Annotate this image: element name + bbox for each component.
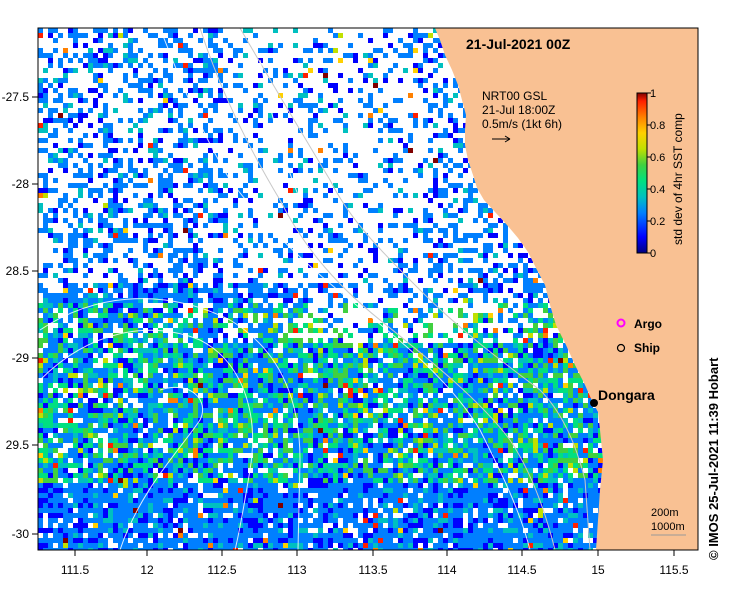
x-tick-label: 114: [437, 563, 456, 577]
x-tick-label: 15: [591, 563, 605, 577]
y-tick-label: 28.5: [6, 264, 30, 278]
y-tick-label: -29: [12, 351, 30, 365]
colorbar-tick-label: 0.6: [650, 152, 665, 164]
x-tick-label: 12: [140, 563, 154, 577]
y-tick-label: -28: [12, 177, 30, 191]
y-tick-label: 29.5: [6, 438, 30, 452]
colorbar-tick-label: 1: [650, 88, 656, 100]
x-tick-label: 112.5: [207, 563, 236, 577]
x-tick-label: 115.5: [659, 563, 688, 577]
y-tick-label: -27.5: [2, 90, 30, 104]
current-info-line3: 0.5m/s (1kt 6h): [482, 117, 562, 131]
credit-text: © IMOS 25-Jul-2021 11:39 Hobart: [706, 358, 721, 561]
depth-legend-200m: 200m: [651, 507, 679, 519]
ship-legend-label: Ship: [634, 341, 660, 355]
colorbar-label: std dev of 4hr SST comp: [671, 113, 685, 245]
dongara-label: Dongara: [598, 387, 655, 403]
x-tick-label: 114.5: [507, 563, 536, 577]
y-axis: -27.5 -28 28.5 -29 29.5 -30: [2, 90, 38, 541]
current-info-line2: 21-Jul 18:00Z: [482, 103, 555, 117]
x-axis: 111.5 12 112.5 113 113.5 114 114.5 15 115.5: [61, 550, 689, 577]
colorbar-tick-label: 0.2: [650, 216, 665, 228]
map-title: 21-Jul-2021 00Z: [466, 36, 571, 52]
argo-legend-label: Argo: [634, 317, 662, 331]
x-tick-label: 113.5: [358, 563, 387, 577]
colorbar: [637, 93, 647, 253]
x-tick-label: 111.5: [61, 563, 90, 577]
colorbar-tick-label: 0: [650, 248, 656, 260]
depth-legend-1000m: 1000m: [651, 521, 685, 533]
colorbar-tick-label: 0.4: [650, 184, 665, 196]
colorbar-tick-label: 0.8: [650, 120, 665, 132]
current-info-line1: NRT00 GSL: [482, 89, 547, 103]
x-tick-label: 113: [287, 563, 306, 577]
y-tick-label: -30: [12, 527, 30, 541]
dongara-marker[interactable]: [590, 399, 598, 407]
